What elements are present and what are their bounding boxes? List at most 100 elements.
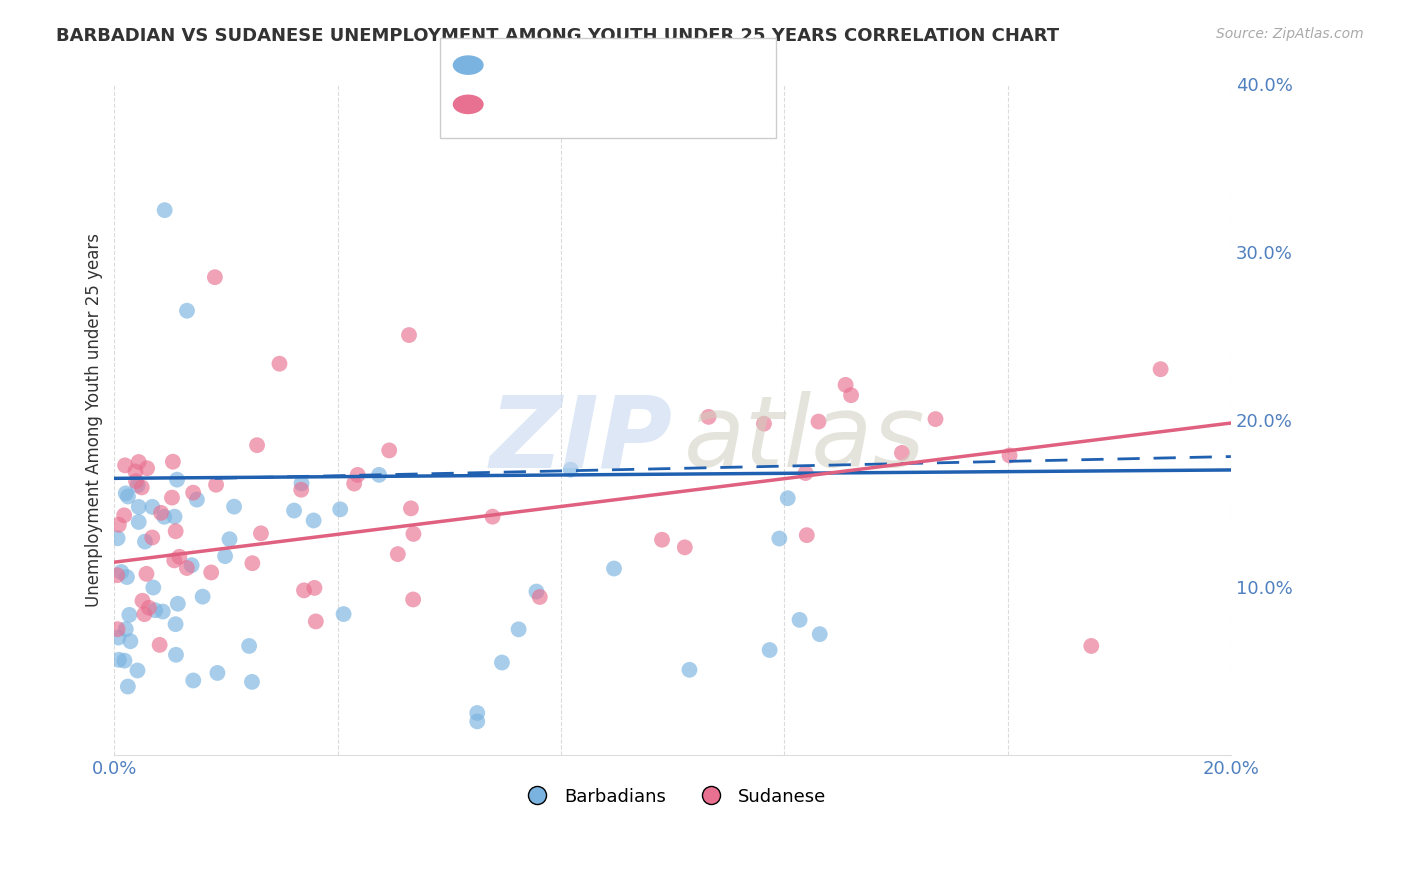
Point	[768, 532, 790, 546]
Point	[839, 388, 862, 402]
Point	[214, 549, 236, 563]
Point	[204, 270, 226, 285]
Point	[134, 534, 156, 549]
Text: 0.019: 0.019	[530, 56, 586, 74]
Point	[924, 412, 946, 426]
Point	[240, 674, 263, 689]
Point	[526, 584, 548, 599]
Point	[163, 509, 186, 524]
Point	[125, 474, 148, 488]
Point	[166, 473, 188, 487]
Point	[141, 500, 163, 514]
Point	[165, 617, 187, 632]
Point	[114, 654, 136, 668]
Point	[329, 502, 352, 516]
Point	[176, 561, 198, 575]
Point	[402, 527, 425, 541]
Point	[165, 524, 187, 539]
Point	[332, 607, 354, 621]
Point	[378, 443, 401, 458]
Point	[222, 500, 245, 514]
Point	[131, 593, 153, 607]
Point	[343, 476, 366, 491]
Point	[110, 565, 132, 579]
Point	[160, 491, 183, 505]
Point	[808, 627, 831, 641]
Point	[304, 581, 326, 595]
Point	[181, 485, 204, 500]
Point	[834, 377, 856, 392]
Point	[240, 556, 263, 570]
Point	[181, 673, 204, 688]
Point	[152, 605, 174, 619]
Point	[207, 665, 229, 680]
Text: 59: 59	[630, 95, 655, 113]
Point	[283, 503, 305, 517]
Point	[807, 415, 830, 429]
Point	[118, 607, 141, 622]
Point	[269, 357, 291, 371]
Point	[180, 558, 202, 573]
Point	[107, 631, 129, 645]
Point	[529, 590, 551, 604]
Point	[128, 515, 150, 529]
Point	[998, 449, 1021, 463]
Point	[136, 461, 159, 475]
Point	[398, 328, 420, 343]
Point	[114, 486, 136, 500]
Point	[200, 566, 222, 580]
Point	[346, 467, 368, 482]
Point	[673, 541, 696, 555]
Point	[794, 466, 817, 480]
Point	[117, 490, 139, 504]
Point	[776, 491, 799, 506]
Point	[107, 622, 129, 636]
Point	[1080, 639, 1102, 653]
Point	[290, 476, 312, 491]
Point	[678, 663, 700, 677]
Point	[115, 570, 138, 584]
Point	[134, 607, 156, 622]
Point	[368, 467, 391, 482]
Point	[114, 458, 136, 473]
Point	[1149, 362, 1171, 376]
Point	[402, 592, 425, 607]
Point	[758, 643, 780, 657]
Point	[191, 590, 214, 604]
Point	[238, 639, 260, 653]
Point	[107, 531, 129, 545]
Point	[697, 409, 720, 424]
Point	[138, 600, 160, 615]
Point	[162, 455, 184, 469]
Text: ZIP: ZIP	[489, 392, 672, 488]
Point	[796, 528, 818, 542]
Point	[387, 547, 409, 561]
Point	[399, 501, 422, 516]
Point	[108, 517, 131, 532]
Point	[128, 455, 150, 469]
Point	[135, 566, 157, 581]
Point	[305, 615, 328, 629]
Point	[186, 492, 208, 507]
Point	[246, 438, 269, 452]
Point	[131, 480, 153, 494]
Point	[153, 509, 176, 524]
Point	[127, 478, 149, 492]
Point	[603, 561, 626, 575]
Point	[150, 506, 173, 520]
Point	[789, 613, 811, 627]
Point	[508, 623, 530, 637]
Point	[108, 653, 131, 667]
Text: N =: N =	[581, 56, 628, 74]
Point	[141, 531, 163, 545]
Point	[169, 549, 191, 564]
Point	[176, 303, 198, 318]
Text: R =: R =	[491, 95, 527, 113]
Point	[465, 714, 488, 729]
Point	[112, 508, 135, 523]
Point	[752, 417, 775, 431]
Point	[250, 526, 273, 541]
Y-axis label: Unemployment Among Youth under 25 years: Unemployment Among Youth under 25 years	[86, 233, 103, 607]
Point	[117, 680, 139, 694]
Point	[481, 509, 503, 524]
